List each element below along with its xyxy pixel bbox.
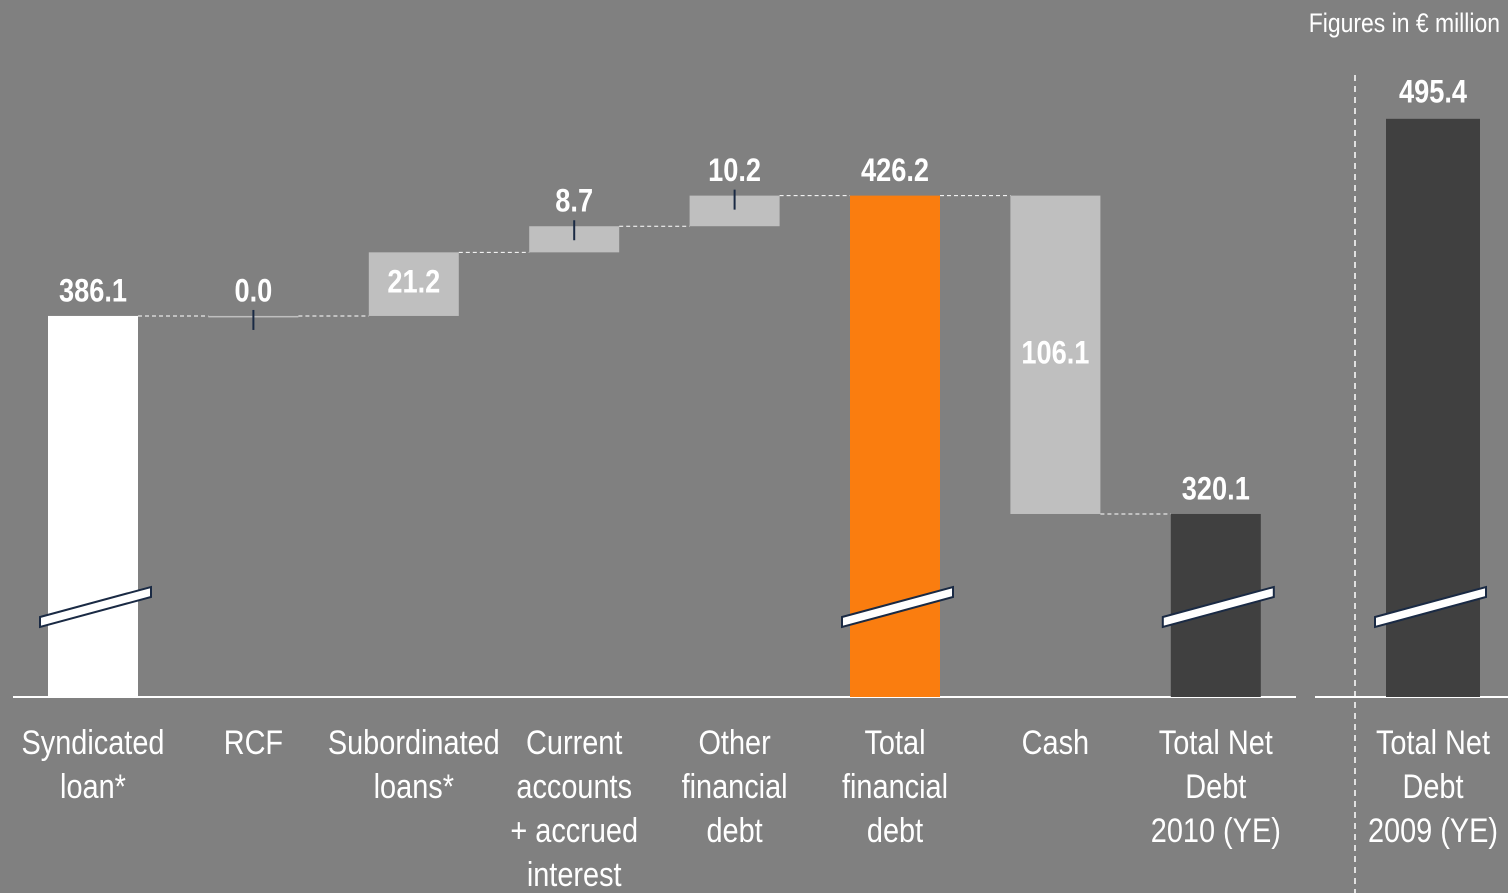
bar	[368, 252, 459, 316]
value-label: 386.1	[59, 273, 127, 309]
axis-break	[841, 585, 954, 629]
x-tick-label: Total	[864, 723, 925, 762]
value-label: 21.2	[387, 265, 440, 301]
x-tick-label: Debt	[1402, 767, 1463, 806]
value-label: 0.0	[234, 273, 272, 309]
x-tick-label: financial	[842, 767, 948, 806]
x-tick-label: loans*	[374, 767, 454, 806]
axis-break	[1374, 585, 1487, 629]
x-tick-label: Syndicated	[22, 723, 165, 762]
x-tick-label: loan*	[60, 767, 126, 806]
x-tick-label: debt	[867, 811, 923, 850]
axis-break	[1161, 585, 1275, 629]
x-tick-label: Total Net	[1376, 723, 1490, 762]
x-tick-label: accounts	[516, 767, 632, 806]
x-tick-label: Current	[526, 723, 623, 762]
x-tick-label: interest	[527, 855, 622, 893]
x-tick-label: Total Net	[1159, 723, 1273, 762]
value-label: 426.2	[861, 153, 929, 189]
x-tick-label: financial	[682, 767, 788, 806]
x-tick-label: 2010 (YE)	[1151, 811, 1281, 850]
value-label: 8.7	[555, 184, 593, 220]
value-label: 10.2	[708, 153, 761, 189]
x-tick-label: + accrued	[510, 811, 638, 850]
value-label: 320.1	[1182, 471, 1250, 507]
x-tick-label: 2009 (YE)	[1368, 811, 1498, 850]
bar	[1010, 195, 1101, 514]
note: Figures in € million	[1309, 8, 1500, 38]
value-label: 106.1	[1021, 335, 1089, 371]
x-tick-label: debt	[706, 811, 762, 850]
x-tick-label: Other	[698, 723, 770, 762]
x-tick-label: Cash	[1022, 723, 1089, 762]
x-tick-label: Debt	[1185, 767, 1246, 806]
x-tick-label: Subordinated	[328, 723, 500, 762]
bar	[48, 315, 138, 697]
value-label: 495.4	[1399, 74, 1467, 110]
axis-break	[39, 585, 152, 629]
x-tick-label: RCF	[224, 723, 283, 762]
